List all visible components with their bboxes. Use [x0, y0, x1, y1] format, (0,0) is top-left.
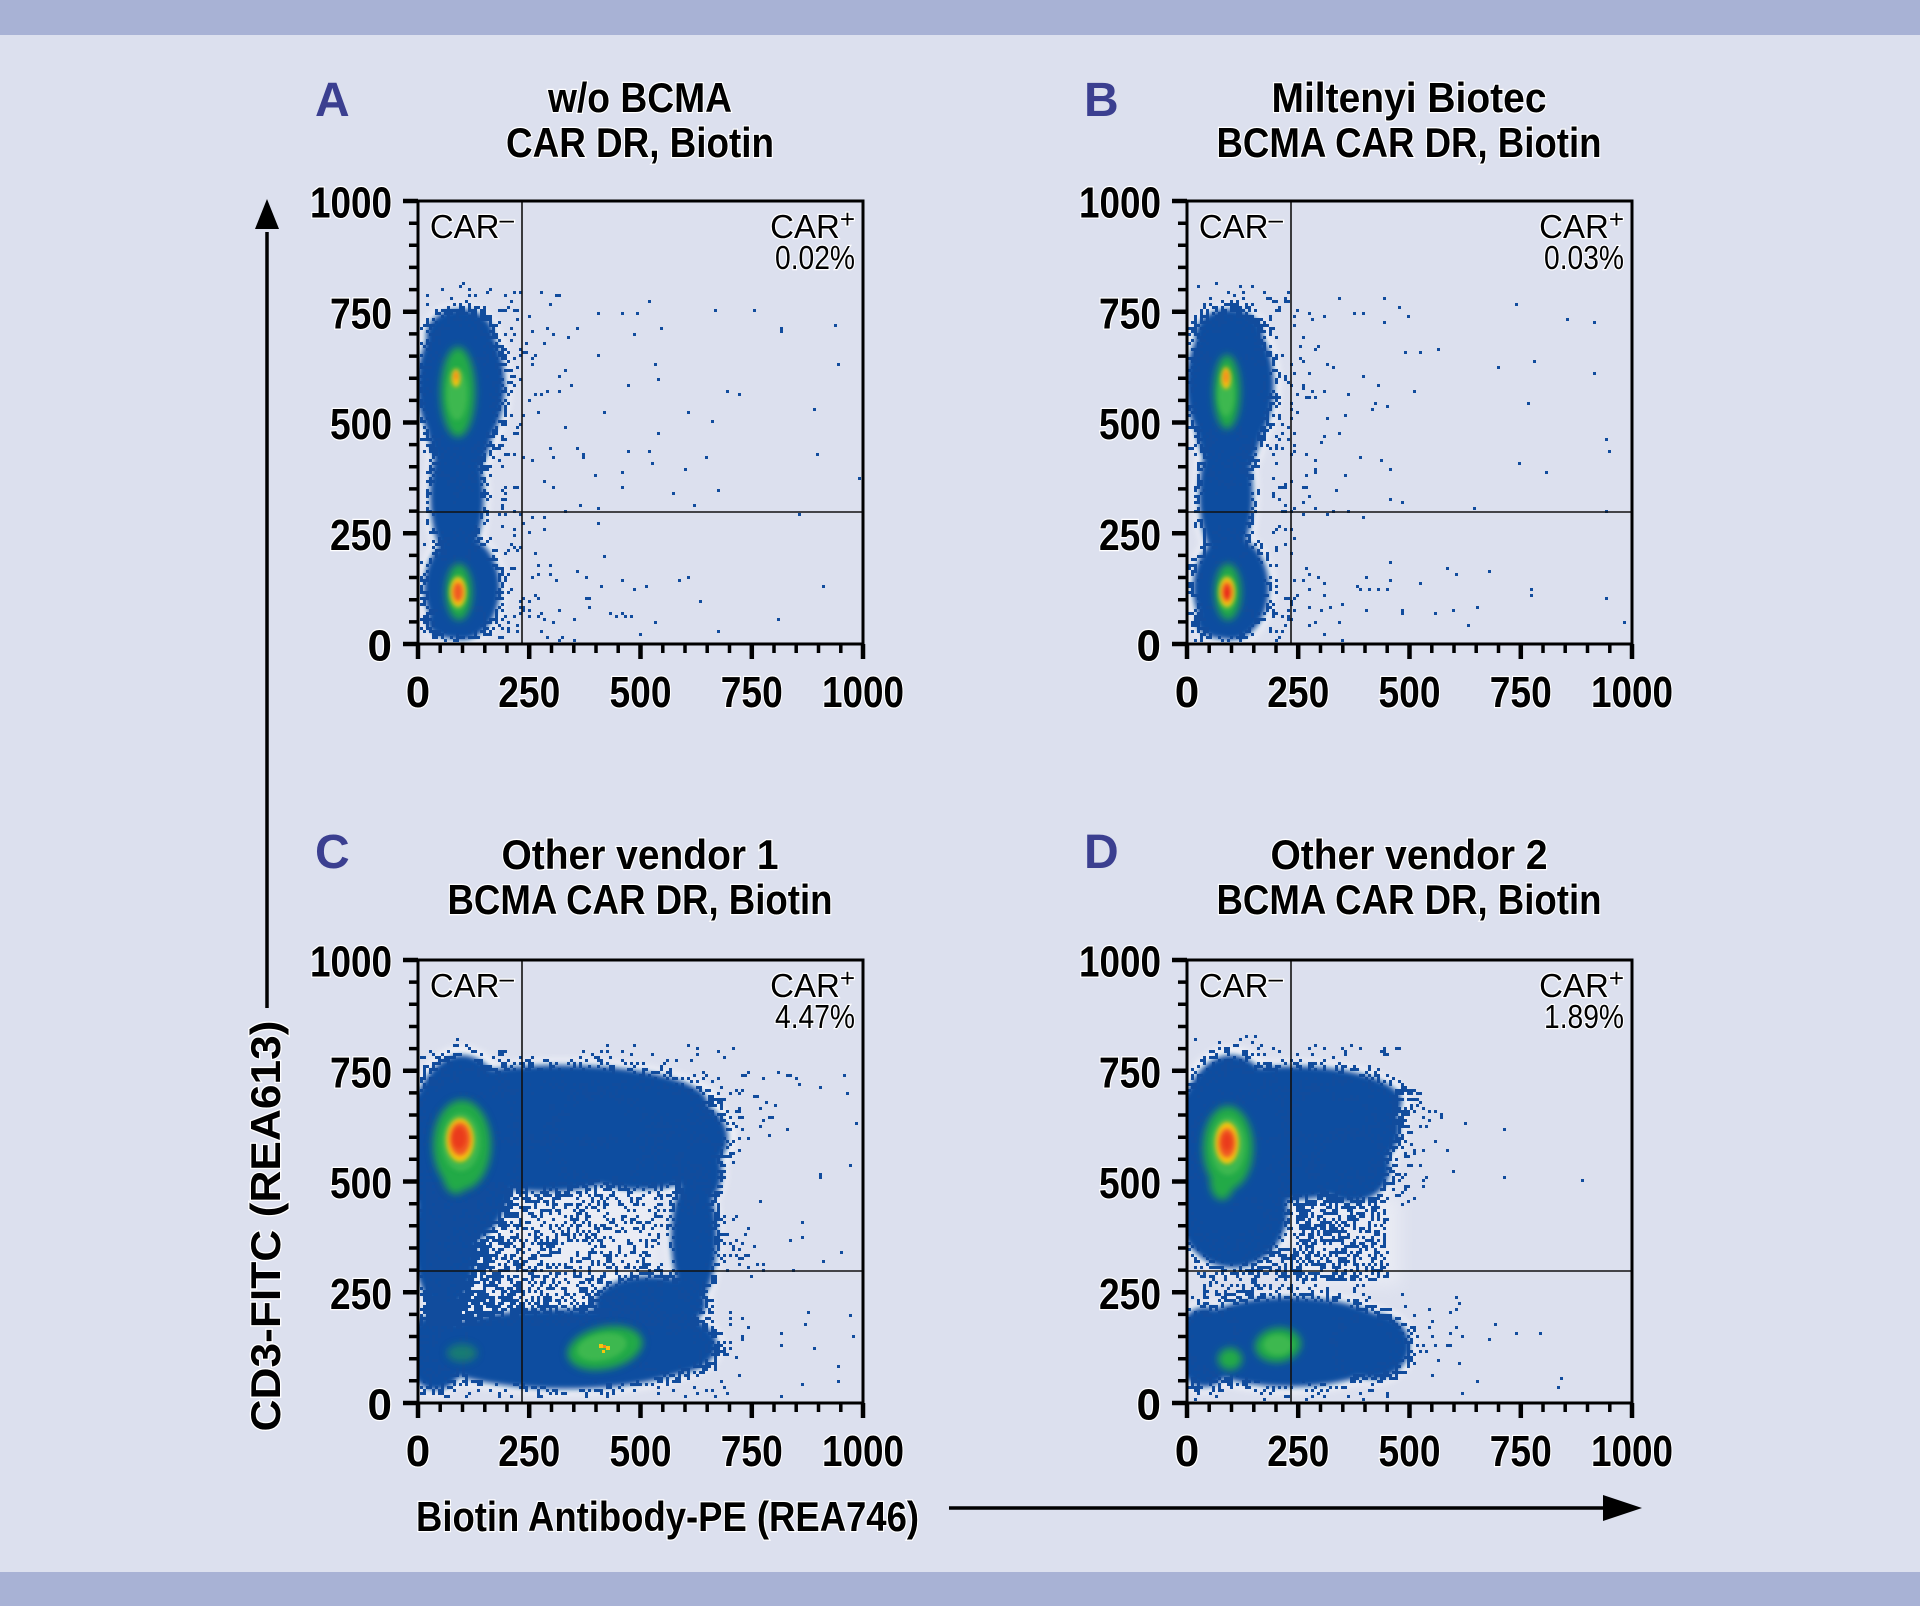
svg-text:750: 750 — [1099, 289, 1161, 338]
svg-text:1000: 1000 — [1591, 1427, 1673, 1476]
svg-text:0: 0 — [368, 1381, 392, 1430]
svg-text:500: 500 — [330, 1159, 392, 1208]
svg-text:A: A — [315, 74, 350, 127]
svg-text:1000: 1000 — [1591, 668, 1673, 717]
svg-text:D: D — [1084, 826, 1119, 879]
svg-text:0: 0 — [406, 1427, 430, 1476]
svg-text:500: 500 — [1379, 1427, 1441, 1476]
svg-text:750: 750 — [330, 1048, 392, 1097]
svg-text:CAR DR, Biotin: CAR DR, Biotin — [506, 119, 774, 166]
svg-text:500: 500 — [610, 668, 672, 717]
svg-text:0: 0 — [406, 668, 430, 717]
svg-text:250: 250 — [330, 511, 392, 560]
svg-text:750: 750 — [721, 1427, 783, 1476]
svg-text:250: 250 — [498, 668, 560, 717]
svg-text:CAR+: CAR+ — [1539, 963, 1624, 1004]
svg-text:750: 750 — [330, 289, 392, 338]
svg-text:BCMA CAR DR, Biotin: BCMA CAR DR, Biotin — [1217, 876, 1602, 923]
svg-text:0: 0 — [1175, 1427, 1199, 1476]
svg-text:0.03%: 0.03% — [1544, 239, 1624, 276]
svg-text:750: 750 — [1490, 668, 1552, 717]
svg-text:500: 500 — [1379, 668, 1441, 717]
svg-text:1000: 1000 — [310, 938, 392, 987]
svg-text:CD3-FITC (REA613): CD3-FITC (REA613) — [242, 1021, 289, 1432]
svg-text:BCMA CAR DR, Biotin: BCMA CAR DR, Biotin — [448, 876, 833, 923]
svg-text:Miltenyi Biotec: Miltenyi Biotec — [1272, 74, 1547, 121]
svg-text:500: 500 — [330, 400, 392, 449]
svg-text:C: C — [315, 826, 350, 879]
svg-text:500: 500 — [1099, 1159, 1161, 1208]
svg-text:B: B — [1084, 74, 1119, 127]
svg-text:1.89%: 1.89% — [1544, 998, 1624, 1035]
svg-text:1000: 1000 — [1079, 938, 1161, 987]
svg-text:0.02%: 0.02% — [775, 239, 855, 276]
svg-text:250: 250 — [498, 1427, 560, 1476]
svg-text:750: 750 — [721, 668, 783, 717]
svg-text:250: 250 — [1267, 668, 1329, 717]
svg-text:250: 250 — [1267, 1427, 1329, 1476]
svg-text:750: 750 — [1490, 1427, 1552, 1476]
svg-text:Biotin Antibody-PE (REA746): Biotin Antibody-PE (REA746) — [416, 1493, 919, 1540]
svg-text:Other vendor 2: Other vendor 2 — [1271, 831, 1548, 878]
svg-text:250: 250 — [330, 1270, 392, 1319]
svg-text:250: 250 — [1099, 511, 1161, 560]
svg-text:1000: 1000 — [822, 668, 904, 717]
svg-text:750: 750 — [1099, 1048, 1161, 1097]
svg-text:w/o BCMA: w/o BCMA — [547, 74, 732, 121]
svg-text:4.47%: 4.47% — [775, 998, 855, 1035]
svg-text:0: 0 — [1175, 668, 1199, 717]
svg-text:1000: 1000 — [310, 179, 392, 228]
svg-text:0: 0 — [1137, 1381, 1161, 1430]
svg-text:CAR+: CAR+ — [1539, 204, 1624, 245]
svg-text:0: 0 — [368, 622, 392, 671]
svg-text:BCMA CAR DR, Biotin: BCMA CAR DR, Biotin — [1217, 119, 1602, 166]
svg-text:500: 500 — [1099, 400, 1161, 449]
svg-text:1000: 1000 — [822, 1427, 904, 1476]
svg-text:1000: 1000 — [1079, 179, 1161, 228]
svg-text:250: 250 — [1099, 1270, 1161, 1319]
svg-text:0: 0 — [1137, 622, 1161, 671]
svg-text:500: 500 — [610, 1427, 672, 1476]
svg-text:Other vendor 1: Other vendor 1 — [502, 831, 779, 878]
